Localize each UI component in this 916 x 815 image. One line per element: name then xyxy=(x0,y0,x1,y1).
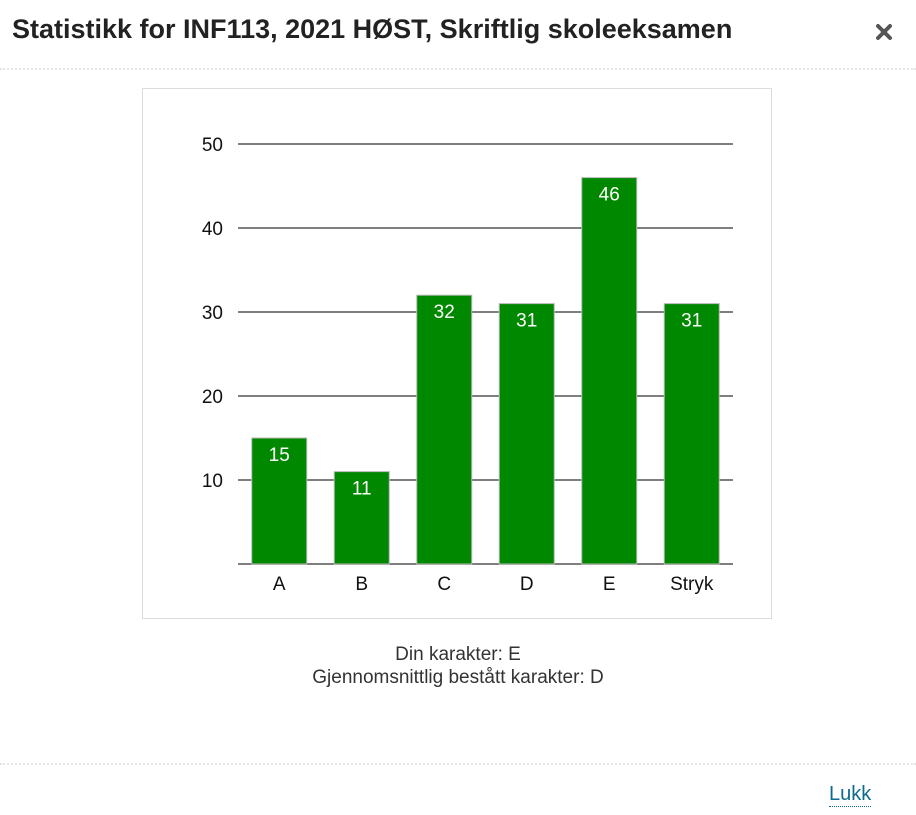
close-button[interactable] xyxy=(870,18,898,46)
bar-b xyxy=(333,471,390,565)
x-tick-label-e: E xyxy=(603,574,616,595)
x-tick-label-stryk: Stryk xyxy=(670,574,714,595)
close-icon xyxy=(876,24,892,40)
your-grade-text: Din karakter: E xyxy=(395,644,521,665)
bar-value-label-a: 15 xyxy=(269,445,290,466)
y-tick-label-20: 20 xyxy=(202,387,223,408)
bar-value-label-e: 46 xyxy=(599,185,620,206)
x-tick-label-a: A xyxy=(273,574,286,595)
bar-c xyxy=(416,294,473,565)
grade-chart: 10 20 30 40 50 15 A 11 B 32 C 31 D 46 E 31 Stryk xyxy=(142,88,772,619)
footer-divider xyxy=(0,763,916,765)
bar-d xyxy=(498,303,555,565)
x-tick-label-b: B xyxy=(355,574,368,595)
x-tick-label-c: C xyxy=(437,574,451,595)
grade-bar-chart: 10 20 30 40 50 15 A 11 B 32 C 31 D 46 E 31 Stryk xyxy=(202,135,733,595)
average-grade-text: Gjennomsnittlig bestått karakter: D xyxy=(312,667,604,688)
bar-value-label-d: 31 xyxy=(516,311,537,332)
close-link[interactable]: Lukk xyxy=(829,783,872,807)
y-tick-label-10: 10 xyxy=(202,471,223,492)
bar-e xyxy=(581,177,638,565)
dialog-header: Statistikk for INF113, 2021 HØST, Skrift… xyxy=(0,0,916,70)
bar-value-label-c: 32 xyxy=(434,302,455,323)
x-tick-label-d: D xyxy=(520,574,534,595)
bar-stryk xyxy=(663,303,720,565)
bar-value-label-stryk: 31 xyxy=(681,311,702,332)
y-tick-label-40: 40 xyxy=(202,219,223,240)
bar-a xyxy=(251,437,308,565)
bar-value-label-b: 11 xyxy=(352,479,372,500)
dialog-title: Statistikk for INF113, 2021 HØST, Skrift… xyxy=(12,14,733,44)
y-tick-label-30: 30 xyxy=(202,303,223,324)
y-tick-label-50: 50 xyxy=(202,135,223,156)
